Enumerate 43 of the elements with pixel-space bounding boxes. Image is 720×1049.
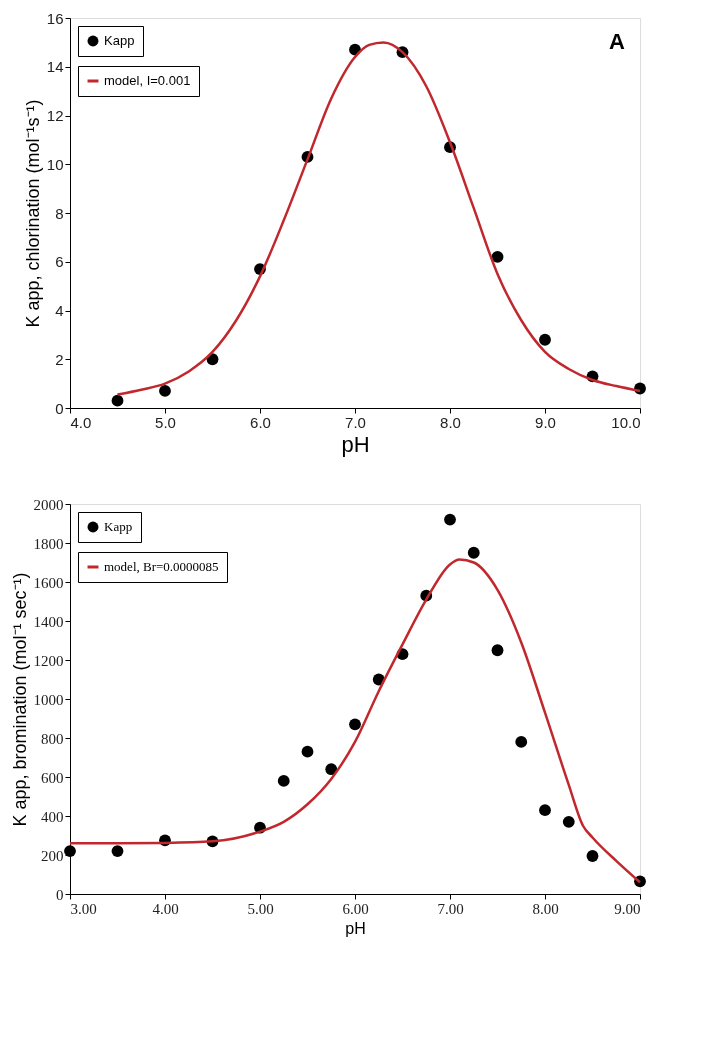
x-tick-label: 6.0	[250, 413, 271, 431]
y-tick-label: 16	[46, 9, 64, 27]
y-tick-label: 14	[46, 58, 64, 76]
x-tick-label: 10.0	[611, 413, 641, 431]
y-tick-label: 1400	[33, 613, 64, 630]
x-tick-label: 5.0	[155, 413, 176, 431]
y-tick-label: 0	[55, 399, 64, 417]
y-tick-label: 10	[46, 155, 64, 173]
x-tick-label: 6.00	[342, 900, 369, 917]
y-tick-label: 6	[55, 253, 64, 271]
legend-label: model, I=0.001	[104, 73, 191, 88]
y-tick-label: 1800	[33, 535, 64, 552]
x-axis-title: pH	[345, 919, 366, 937]
annotation: A	[609, 29, 626, 54]
x-tick-label: 8.00	[532, 900, 559, 917]
y-tick-label: 800	[41, 730, 64, 747]
y-tick-label: 200	[41, 847, 64, 864]
y-tick-label: 1600	[33, 574, 64, 591]
y-tick-label: 4	[55, 302, 64, 319]
x-tick-label: 8.0	[440, 413, 461, 431]
y-axis-title: K app, bromination (mol⁻¹ sec⁻¹)	[9, 572, 30, 827]
y-tick-label: 12	[46, 107, 64, 124]
x-tick-label: 4.0	[70, 413, 92, 431]
x-tick-label: 5.00	[247, 900, 274, 917]
x-tick-label: 7.00	[437, 900, 464, 917]
y-tick-label: 2000	[33, 496, 64, 513]
x-tick-label: 4.00	[152, 900, 179, 917]
y-tick-label: 8	[55, 204, 64, 222]
y-tick-label: 600	[41, 769, 64, 786]
x-tick-label: 7.0	[345, 413, 366, 431]
x-tick-label: 9.0	[535, 413, 556, 431]
x-tick-label: 9.00	[614, 900, 641, 917]
y-tick-label: 1200	[33, 652, 64, 669]
legend-label: Kapp	[104, 519, 133, 534]
legend-label: model, Br=0.0000085	[104, 559, 219, 574]
y-tick-label: 400	[41, 808, 64, 825]
x-tick-label: 3.00	[70, 900, 97, 917]
y-tick-label: 2	[55, 350, 64, 368]
legend-label: Kapp	[104, 33, 135, 48]
x-axis-title: pH	[341, 431, 370, 457]
y-tick-label: 1000	[33, 691, 64, 708]
y-axis-title: K app, chlorination (mol⁻¹s⁻¹)	[22, 99, 43, 328]
y-tick-label: 0	[56, 886, 64, 903]
